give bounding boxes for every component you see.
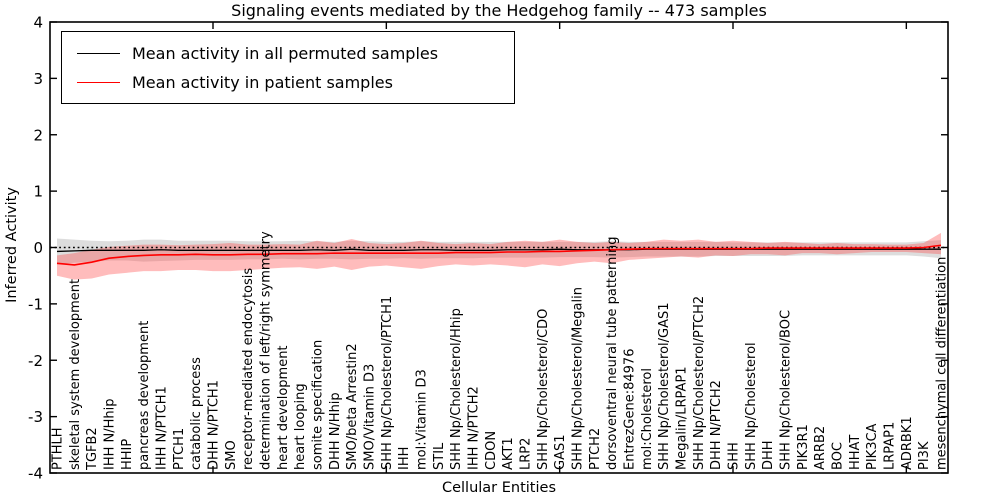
y-axis-label: Inferred Activity	[4, 187, 20, 303]
x-category-label: LRPAP1	[883, 422, 898, 470]
x-category-label: HHIP	[120, 439, 135, 470]
legend-entry-patient: Mean activity in patient samples	[62, 68, 514, 97]
x-category-label: PTCH2	[588, 428, 603, 470]
x-category-label: mol:Cholesterol	[640, 368, 655, 470]
chart-title: Signaling events mediated by the Hedgeho…	[231, 1, 767, 20]
x-category-label: LRP2	[519, 438, 534, 470]
x-category-label: SMO	[224, 440, 239, 470]
x-category-label: dorsoventral neural tube patterning	[605, 237, 620, 470]
x-category-label: SHH Np/Cholesterol/CDO	[536, 309, 551, 470]
x-category-label: DHH	[761, 440, 776, 470]
y-tick-label: -1	[28, 295, 43, 313]
y-tick-label: 2	[33, 126, 43, 144]
y-tick-label: -2	[28, 352, 43, 370]
x-category-label: SHH Np/Cholesterol/PTCH2	[692, 296, 707, 470]
x-category-label: IHH	[397, 447, 412, 470]
x-category-label: IHH N/Hhip	[103, 399, 118, 471]
legend-entry-permuted: Mean activity in all permuted samples	[62, 39, 514, 68]
x-category-label: SHH Np/Cholesterol	[744, 342, 759, 470]
legend: Mean activity in all permuted samples Me…	[61, 31, 515, 104]
x-category-label: heart development	[276, 345, 291, 470]
x-category-label: PIK3CA	[865, 423, 880, 470]
y-tick-label: 1	[33, 183, 43, 201]
x-category-label: SHH Np/Cholesterol/PTCH1	[380, 296, 395, 470]
x-category-label: SHH Np/Cholesterol/BOC	[779, 310, 794, 470]
x-category-label: EntrezGene:84976	[623, 349, 638, 470]
x-category-label: CDON	[484, 431, 499, 470]
x-category-label: pancreas development	[137, 321, 152, 470]
x-category-label: determination of left/right symmetry	[259, 231, 274, 470]
x-category-label: SHH Np/Cholesterol/Megalin	[571, 287, 586, 470]
permuted-line-sample-icon	[77, 53, 120, 54]
y-tick-label: 3	[33, 70, 43, 88]
x-category-label: ARRB2	[813, 426, 828, 470]
patient-samples-range-band	[57, 232, 941, 280]
x-category-label: DHH N/PTCH2	[709, 380, 724, 470]
x-category-label: SHH	[727, 442, 742, 470]
x-category-label: DHH N/Hhip	[328, 392, 343, 470]
x-category-label: BOC	[831, 442, 846, 470]
x-category-label: HHAT	[848, 435, 863, 470]
y-tick-label: -4	[28, 465, 43, 483]
permuted-mean-line	[56, 248, 941, 253]
x-category-label: mesenchymal cell differentiation	[935, 257, 950, 470]
x-category-label: PTCH1	[172, 428, 187, 470]
patient-line-sample-icon	[77, 82, 120, 83]
x-category-label: IHH N/PTCH1	[155, 386, 170, 470]
x-category-label: skeletal system development	[68, 279, 83, 470]
x-category-label: PI3K	[917, 441, 932, 470]
x-category-label: TGFB2	[85, 427, 100, 471]
patient-mean-line	[56, 244, 942, 266]
x-category-label: PTHLH	[51, 427, 66, 470]
y-tick-label: 0	[33, 239, 43, 257]
x-category-label: catabolic process	[189, 357, 204, 470]
x-category-label: somite specification	[311, 340, 326, 470]
x-category-label: DHH N/PTCH1	[207, 380, 222, 470]
x-category-label: IHH N/PTCH2	[467, 386, 482, 470]
permuted-samples-range-band	[57, 238, 941, 265]
x-category-label: PIK3R1	[796, 424, 811, 470]
x-category-label: SMO/Vitamin D3	[363, 364, 378, 470]
x-category-label: mol:Vitamin D3	[415, 369, 430, 470]
x-category-label: ADRBK1	[900, 416, 915, 470]
legend-label-patient: Mean activity in patient samples	[132, 73, 393, 92]
x-category-label: Megalin/LRPAP1	[675, 366, 690, 470]
y-tick-label: -3	[28, 408, 43, 426]
y-tick-label: 4	[33, 14, 43, 32]
x-category-label: SHH Np/Cholesterol/GAS1	[657, 302, 672, 470]
x-category-label: SMO/beta Arrestin2	[345, 343, 360, 470]
x-category-label: heart looping	[293, 383, 308, 470]
x-category-label: AKT1	[501, 437, 516, 470]
legend-label-permuted: Mean activity in all permuted samples	[132, 44, 439, 63]
x-category-label: receptor-mediated endocytosis	[241, 268, 256, 470]
x-category-label: STIL	[432, 442, 447, 470]
x-category-label: SHH Np/Cholesterol/Hhip	[449, 308, 464, 470]
x-category-label: GAS1	[553, 435, 568, 471]
x-axis-label: Cellular Entities	[441, 480, 557, 496]
